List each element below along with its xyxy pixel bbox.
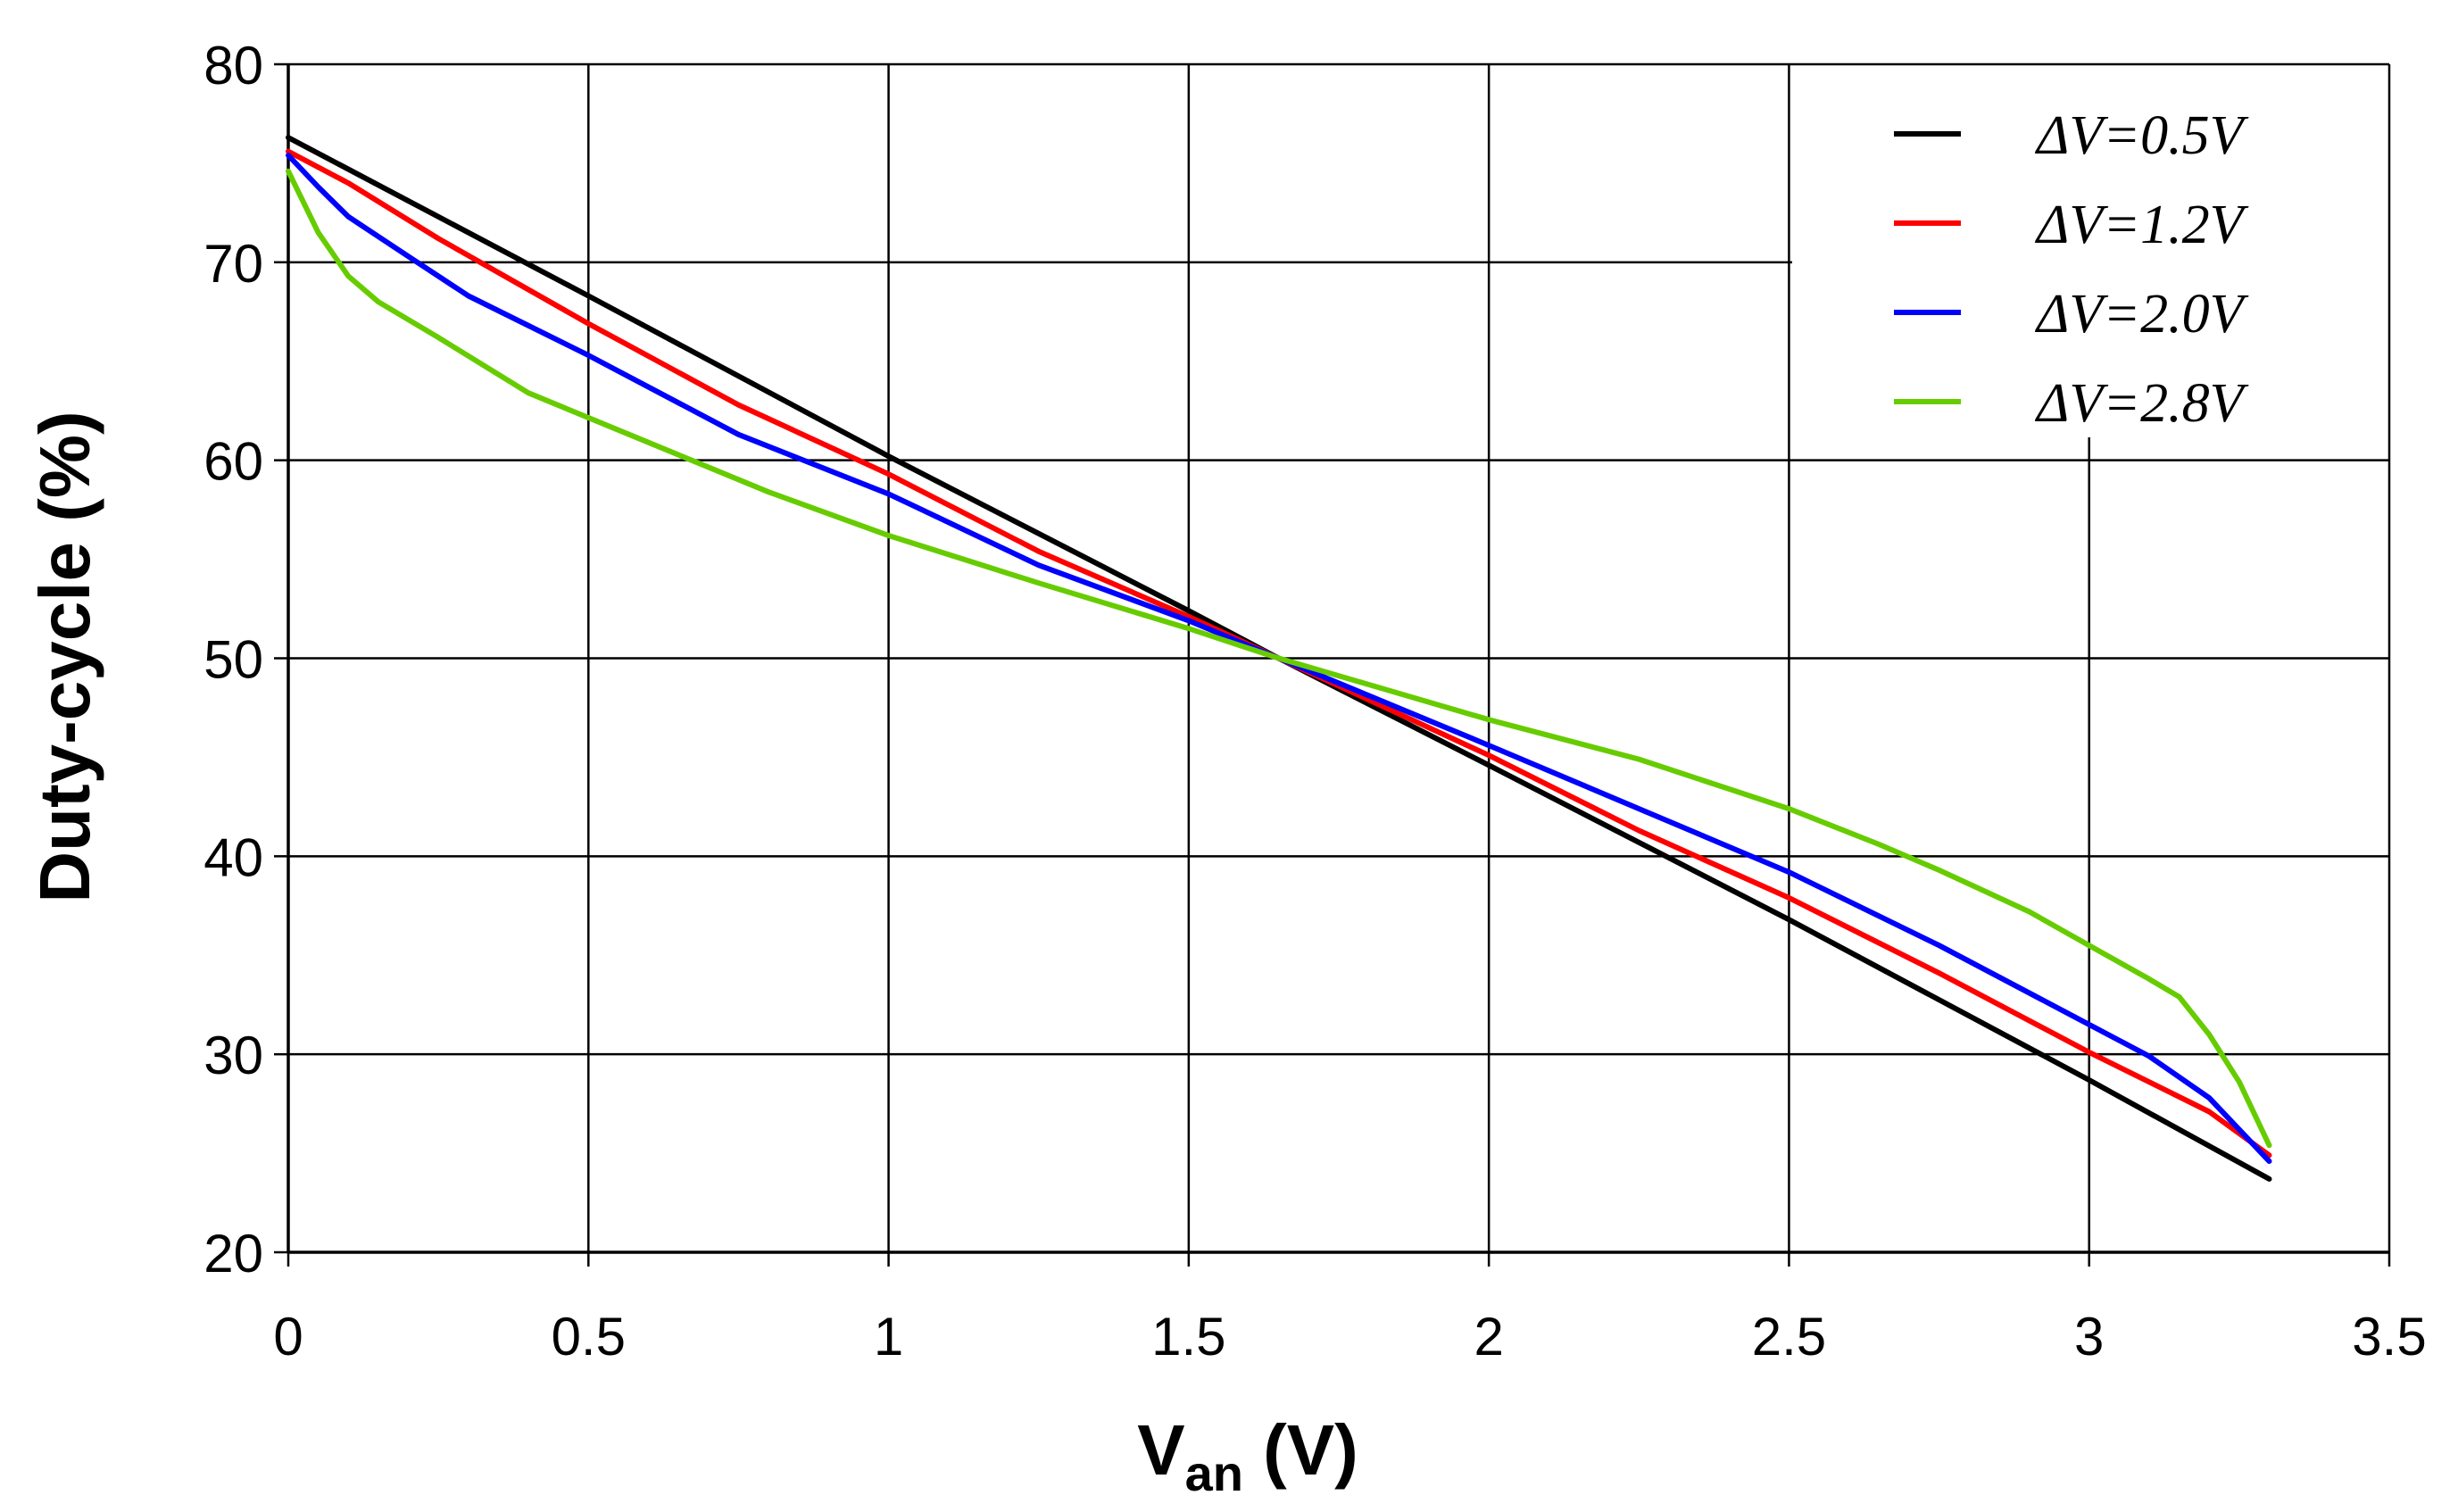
- legend-label-3: ΔV=2.0V: [2034, 284, 2249, 345]
- legend-label-2: ΔV=1.2V: [2034, 195, 2249, 255]
- x-tick-label: 0: [273, 1307, 303, 1367]
- x-axis-title-main: V: [1137, 1410, 1184, 1490]
- y-tick-label: 80: [203, 36, 263, 96]
- x-axis-title-subscript: an: [1185, 1445, 1243, 1501]
- legend-label-4: ΔV=2.8V: [2034, 373, 2249, 434]
- y-tick-label: 20: [203, 1224, 263, 1284]
- x-tick-label: 2.5: [1752, 1307, 1826, 1367]
- y-tick-label: 70: [203, 234, 263, 294]
- x-axis-title: Van (V): [1137, 1410, 1358, 1501]
- legend-label-1: ΔV=0.5V: [2034, 105, 2249, 166]
- series-line-4: [286, 168, 2272, 1149]
- series-line-3: [286, 153, 2272, 1164]
- x-tick-label: 3.5: [2352, 1307, 2426, 1367]
- y-tick-label: 40: [203, 827, 263, 887]
- y-tick-labels: 20 30 40 50 60 70 80: [203, 36, 263, 1284]
- axes: [274, 62, 2391, 1267]
- data-series: [286, 135, 2272, 1182]
- x-tick-label: 3: [2074, 1307, 2104, 1367]
- y-tick-label: 30: [203, 1026, 263, 1085]
- legend: ΔV=0.5V ΔV=1.2V ΔV=2.0V ΔV=2.8V: [1894, 105, 2249, 434]
- x-tick-label: 2: [1474, 1307, 1503, 1367]
- x-axis-title-unit: (V): [1243, 1410, 1358, 1490]
- y-tick-label: 50: [203, 630, 263, 690]
- x-tick-label: 0.5: [552, 1307, 626, 1367]
- x-tick-labels: 0 0.5 1 1.5 2 2.5 3 3.5: [273, 1307, 2426, 1367]
- y-axis-title: Duty-cycle (%): [25, 411, 104, 902]
- y-tick-label: 60: [203, 432, 263, 492]
- x-tick-label: 1.5: [1151, 1307, 1225, 1367]
- x-tick-label: 1: [874, 1307, 903, 1367]
